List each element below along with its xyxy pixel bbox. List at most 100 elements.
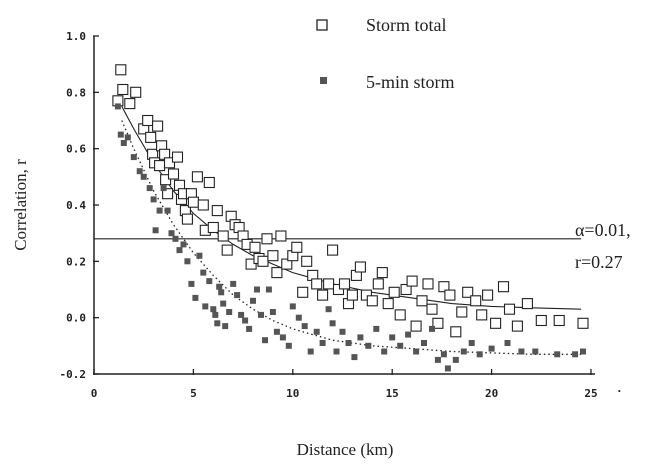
five-min-storm-point — [226, 309, 233, 315]
storm-total-point — [163, 157, 176, 169]
storm-total-point — [366, 295, 378, 307]
storm-total-point — [160, 174, 172, 186]
five-min-storm-point — [258, 311, 264, 318]
five-min-storm-point — [397, 342, 404, 349]
five-min-storm-point — [192, 294, 199, 301]
storm-total-point — [301, 255, 313, 267]
five-min-storm-point — [150, 196, 157, 203]
five-min-storm-point — [124, 134, 131, 141]
storm-total-point — [317, 289, 329, 301]
five-min-storm-point — [136, 168, 143, 175]
five-min-storm-point — [289, 303, 296, 310]
storm-total-point — [426, 303, 438, 315]
y-ticks: 1.0 0.8 0.6 0.4 0.2 0.0 -0.2 — [60, 30, 99, 381]
five-min-storm-point — [440, 351, 447, 358]
storm-total-point — [338, 278, 351, 290]
five-min-storm-point — [313, 328, 320, 335]
five-min-storm-point — [172, 235, 179, 242]
storm-total-point — [130, 86, 142, 98]
five-min-storm-point — [176, 247, 183, 254]
five-min-storm-point — [130, 154, 137, 161]
storm-total-point — [470, 295, 482, 307]
five-min-storm-point — [554, 351, 561, 358]
five-min-storm-point — [262, 337, 268, 344]
storm-total-point — [360, 289, 372, 301]
storm-total-point — [211, 205, 223, 217]
storm-total-point — [394, 309, 406, 321]
x-tick-label: 10 — [286, 387, 299, 400]
data-points — [112, 64, 589, 372]
five-min-storm-point — [373, 325, 380, 332]
five-min-storm-point — [246, 325, 253, 332]
storm-total-point — [332, 283, 345, 296]
storm-total-point — [416, 295, 428, 307]
storm-total-point — [422, 278, 434, 290]
storm-total-point — [221, 244, 233, 256]
five-min-storm-point — [210, 306, 217, 313]
five-min-storm-point — [168, 230, 175, 237]
legend-marker-5-min-storm — [320, 77, 327, 84]
storm-total-point — [432, 317, 444, 329]
storm-total-point — [511, 320, 523, 332]
five-min-storm-point — [325, 306, 332, 313]
five-min-storm-point — [188, 280, 195, 287]
storm-total-point — [354, 261, 366, 273]
x-tick-label: 20 — [485, 387, 498, 400]
five-min-storm-point — [413, 348, 420, 355]
storm-total-point — [267, 250, 279, 262]
five-min-storm-point — [146, 185, 153, 192]
five-min-storm-point — [301, 323, 308, 330]
five-min-storm-point — [156, 207, 163, 214]
five-min-storm-point — [468, 340, 475, 346]
five-min-storm-point — [164, 207, 171, 214]
five-min-storm-point — [250, 297, 256, 304]
five-min-storm-point — [140, 173, 147, 180]
storm-total-point — [181, 213, 193, 225]
five-min-storm-point — [532, 348, 539, 355]
legend-label-storm-total: Storm total — [366, 15, 447, 35]
y-tick-label: 0.6 — [66, 143, 86, 156]
five-min-storm-point — [214, 320, 221, 327]
storm-total-point — [167, 168, 180, 180]
storm-total-point — [249, 241, 261, 253]
storm-total-point — [346, 289, 358, 301]
storm-total-point — [171, 151, 184, 163]
five-min-storm-fit-curve — [121, 120, 582, 355]
five-min-storm-point — [329, 320, 336, 327]
storm-total-point — [456, 306, 468, 318]
five-min-storm-point — [339, 328, 346, 335]
annotation-r: r=0.27 — [575, 252, 623, 272]
storm-total-point — [462, 286, 474, 298]
storm-total-point — [388, 286, 400, 298]
five-min-storm-point — [580, 348, 586, 355]
significance-annotation: α=0.01, r=0.27 — [575, 220, 631, 272]
storm-total-point — [291, 241, 303, 253]
five-min-storm-point — [206, 278, 213, 285]
y-tick-label: 0.0 — [66, 312, 86, 325]
y-tick-label: -0.2 — [60, 368, 87, 381]
storm-total-point — [187, 196, 199, 208]
five-min-storm-point — [345, 340, 352, 346]
five-min-storm-point — [518, 348, 525, 355]
five-min-storm-point — [230, 280, 237, 287]
storm-total-point — [275, 230, 287, 242]
five-min-storm-point — [114, 103, 121, 110]
five-min-storm-point — [572, 351, 579, 358]
stray-mark: · — [616, 385, 623, 398]
storm-total-point — [152, 120, 164, 132]
storm-total-point — [207, 221, 219, 234]
five-min-storm-point — [279, 334, 286, 341]
storm-total-point — [115, 64, 127, 76]
five-min-storm-point — [254, 286, 260, 293]
storm-total-point — [497, 281, 510, 293]
five-min-storm-point — [504, 340, 511, 346]
five-min-storm-point — [333, 348, 340, 355]
legend: Storm total 5-min storm — [316, 15, 455, 92]
storm-total-point — [438, 281, 450, 293]
x-tick-label: 5 — [190, 387, 197, 400]
five-min-storm-point — [285, 342, 292, 349]
five-min-storm-point — [365, 342, 372, 349]
five-min-storm-point — [351, 354, 358, 361]
storm-total-point — [245, 258, 257, 270]
